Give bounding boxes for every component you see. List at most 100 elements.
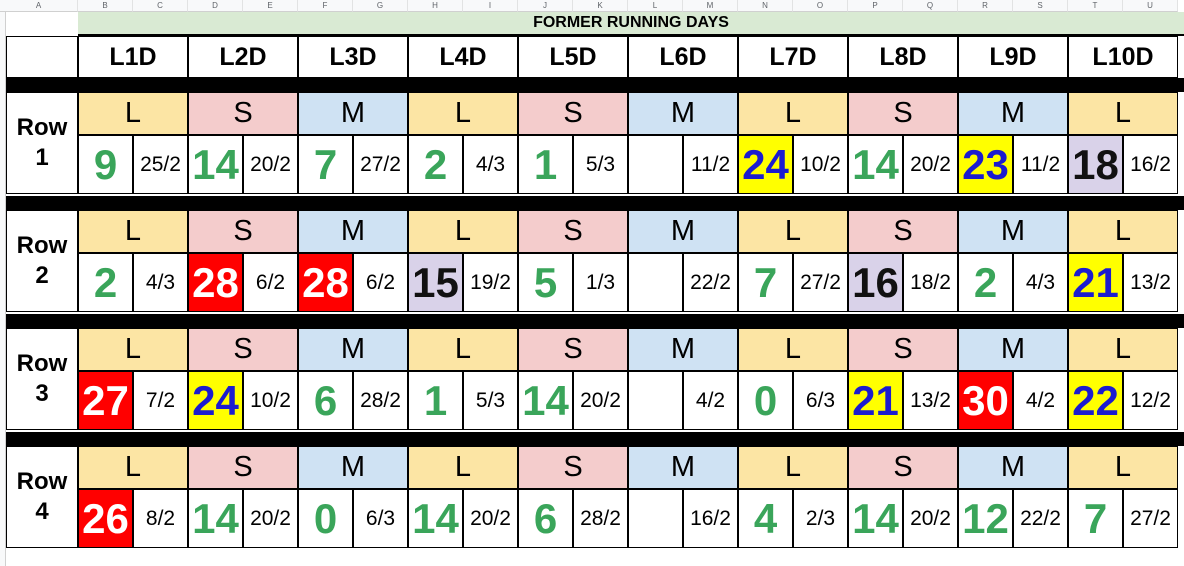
header-l6d[interactable]: L6D bbox=[628, 36, 738, 78]
row-label-2[interactable]: Row 2 bbox=[6, 210, 78, 312]
type-cell[interactable]: M bbox=[298, 210, 408, 253]
row-label-3[interactable]: Row 3 bbox=[6, 328, 78, 430]
value-cell[interactable]: 2 bbox=[408, 135, 463, 194]
date-cell[interactable]: 16/2 bbox=[1123, 135, 1178, 194]
type-cell[interactable]: L bbox=[738, 328, 848, 371]
date-cell[interactable]: 6/2 bbox=[243, 253, 298, 312]
type-cell[interactable]: S bbox=[188, 446, 298, 489]
date-cell[interactable]: 8/2 bbox=[133, 489, 188, 548]
type-cell[interactable]: M bbox=[298, 92, 408, 135]
column-header-q[interactable]: Q bbox=[903, 0, 958, 12]
column-header-b[interactable]: B bbox=[78, 0, 133, 12]
column-header-g[interactable]: G bbox=[353, 0, 408, 12]
value-cell[interactable]: 18 bbox=[1068, 135, 1123, 194]
value-cell[interactable]: 28 bbox=[298, 253, 353, 312]
value-cell[interactable]: 5 bbox=[518, 253, 573, 312]
column-header-h[interactable]: H bbox=[408, 0, 463, 12]
header-l2d[interactable]: L2D bbox=[188, 36, 298, 78]
date-cell[interactable]: 20/2 bbox=[463, 489, 518, 548]
type-cell[interactable]: M bbox=[958, 446, 1068, 489]
value-cell[interactable]: 21 bbox=[1068, 253, 1123, 312]
type-cell[interactable]: L bbox=[1068, 446, 1178, 489]
column-header-r[interactable]: R bbox=[958, 0, 1013, 12]
date-cell[interactable]: 4/3 bbox=[133, 253, 188, 312]
type-cell[interactable]: L bbox=[78, 210, 188, 253]
date-cell[interactable]: 5/3 bbox=[463, 371, 518, 430]
type-cell[interactable]: L bbox=[738, 446, 848, 489]
date-cell[interactable]: 12/2 bbox=[1123, 371, 1178, 430]
value-cell[interactable]: 0 bbox=[298, 489, 353, 548]
type-cell[interactable]: S bbox=[848, 328, 958, 371]
type-cell[interactable]: L bbox=[408, 210, 518, 253]
value-cell[interactable]: 6 bbox=[518, 489, 573, 548]
value-cell[interactable]: 14 bbox=[188, 135, 243, 194]
type-cell[interactable]: L bbox=[78, 446, 188, 489]
date-cell[interactable]: 19/2 bbox=[463, 253, 518, 312]
value-cell[interactable]: 24 bbox=[738, 135, 793, 194]
type-cell[interactable]: L bbox=[408, 328, 518, 371]
column-header-d[interactable]: D bbox=[188, 0, 243, 12]
type-cell[interactable]: S bbox=[518, 328, 628, 371]
value-cell[interactable] bbox=[628, 135, 683, 194]
date-cell[interactable]: 13/2 bbox=[1123, 253, 1178, 312]
column-header-k[interactable]: K bbox=[573, 0, 628, 12]
column-header-o[interactable]: O bbox=[793, 0, 848, 12]
type-cell[interactable]: S bbox=[848, 92, 958, 135]
column-header-t[interactable]: T bbox=[1068, 0, 1123, 12]
type-cell[interactable]: S bbox=[848, 210, 958, 253]
column-header-j[interactable]: J bbox=[518, 0, 573, 12]
type-cell[interactable]: M bbox=[628, 210, 738, 253]
header-l7d[interactable]: L7D bbox=[738, 36, 848, 78]
date-cell[interactable]: 4/3 bbox=[1013, 253, 1068, 312]
date-cell[interactable]: 22/2 bbox=[683, 253, 738, 312]
value-cell[interactable]: 24 bbox=[188, 371, 243, 430]
column-header-m[interactable]: M bbox=[683, 0, 738, 12]
value-cell[interactable] bbox=[628, 489, 683, 548]
value-cell[interactable]: 12 bbox=[958, 489, 1013, 548]
value-cell[interactable] bbox=[628, 253, 683, 312]
type-cell[interactable]: M bbox=[958, 328, 1068, 371]
date-cell[interactable]: 2/3 bbox=[793, 489, 848, 548]
row-label-4[interactable]: Row 4 bbox=[6, 446, 78, 548]
value-cell[interactable]: 1 bbox=[408, 371, 463, 430]
value-cell[interactable]: 2 bbox=[78, 253, 133, 312]
value-cell[interactable]: 7 bbox=[298, 135, 353, 194]
date-cell[interactable]: 11/2 bbox=[683, 135, 738, 194]
value-cell[interactable]: 14 bbox=[408, 489, 463, 548]
value-cell[interactable]: 21 bbox=[848, 371, 903, 430]
type-cell[interactable]: L bbox=[408, 446, 518, 489]
column-header-s[interactable]: S bbox=[1013, 0, 1068, 12]
value-cell[interactable]: 4 bbox=[738, 489, 793, 548]
value-cell[interactable]: 0 bbox=[738, 371, 793, 430]
header-l3d[interactable]: L3D bbox=[298, 36, 408, 78]
type-cell[interactable]: L bbox=[1068, 210, 1178, 253]
type-cell[interactable]: S bbox=[188, 92, 298, 135]
date-cell[interactable]: 6/3 bbox=[793, 371, 848, 430]
value-cell[interactable]: 15 bbox=[408, 253, 463, 312]
value-cell[interactable]: 7 bbox=[1068, 489, 1123, 548]
type-cell[interactable]: S bbox=[518, 446, 628, 489]
type-cell[interactable]: M bbox=[958, 210, 1068, 253]
date-cell[interactable]: 20/2 bbox=[243, 489, 298, 548]
column-header-f[interactable]: F bbox=[298, 0, 353, 12]
date-cell[interactable]: 27/2 bbox=[353, 135, 408, 194]
row-label-1[interactable]: Row 1 bbox=[6, 92, 78, 194]
type-cell[interactable]: L bbox=[738, 210, 848, 253]
type-cell[interactable]: L bbox=[78, 92, 188, 135]
type-cell[interactable]: S bbox=[188, 328, 298, 371]
value-cell[interactable]: 2 bbox=[958, 253, 1013, 312]
corner-cell[interactable] bbox=[6, 36, 78, 78]
value-cell[interactable]: 23 bbox=[958, 135, 1013, 194]
header-l9d[interactable]: L9D bbox=[958, 36, 1068, 78]
date-cell[interactable]: 20/2 bbox=[903, 135, 958, 194]
value-cell[interactable]: 14 bbox=[188, 489, 243, 548]
value-cell[interactable]: 1 bbox=[518, 135, 573, 194]
date-cell[interactable]: 10/2 bbox=[243, 371, 298, 430]
type-cell[interactable]: L bbox=[1068, 328, 1178, 371]
type-cell[interactable]: S bbox=[518, 210, 628, 253]
date-cell[interactable]: 27/2 bbox=[1123, 489, 1178, 548]
type-cell[interactable]: L bbox=[738, 92, 848, 135]
column-header-e[interactable]: E bbox=[243, 0, 298, 12]
value-cell[interactable]: 28 bbox=[188, 253, 243, 312]
header-l10d[interactable]: L10D bbox=[1068, 36, 1178, 78]
